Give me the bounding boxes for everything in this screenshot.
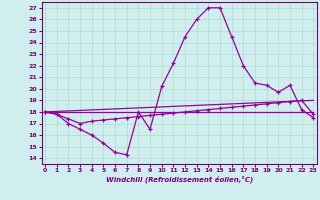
X-axis label: Windchill (Refroidissement éolien,°C): Windchill (Refroidissement éolien,°C) <box>106 176 253 183</box>
